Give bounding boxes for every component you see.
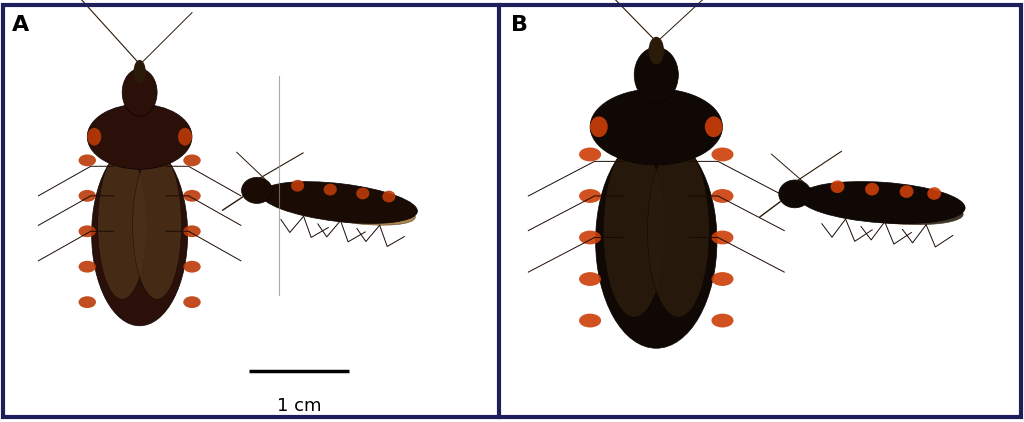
Ellipse shape	[830, 180, 845, 193]
Ellipse shape	[296, 196, 416, 225]
Ellipse shape	[97, 151, 146, 299]
Ellipse shape	[273, 187, 383, 216]
Ellipse shape	[634, 47, 678, 103]
Ellipse shape	[590, 116, 607, 137]
Ellipse shape	[603, 144, 666, 317]
Ellipse shape	[382, 191, 395, 203]
Ellipse shape	[242, 177, 272, 203]
Ellipse shape	[183, 190, 201, 202]
Ellipse shape	[837, 195, 964, 225]
Ellipse shape	[712, 230, 733, 244]
Ellipse shape	[178, 128, 191, 146]
Ellipse shape	[647, 144, 710, 317]
Ellipse shape	[79, 225, 96, 237]
Ellipse shape	[79, 261, 96, 273]
Ellipse shape	[648, 37, 664, 65]
Ellipse shape	[183, 225, 201, 237]
Ellipse shape	[712, 189, 733, 203]
Ellipse shape	[712, 314, 733, 327]
Ellipse shape	[183, 261, 201, 273]
Ellipse shape	[91, 143, 187, 326]
Ellipse shape	[579, 189, 601, 203]
Ellipse shape	[291, 180, 304, 192]
Ellipse shape	[87, 104, 191, 169]
Ellipse shape	[596, 134, 717, 348]
Ellipse shape	[324, 184, 337, 195]
Ellipse shape	[79, 154, 96, 166]
Ellipse shape	[579, 230, 601, 244]
Ellipse shape	[900, 185, 913, 198]
Ellipse shape	[122, 69, 157, 116]
Ellipse shape	[356, 187, 370, 199]
Ellipse shape	[590, 89, 723, 165]
Text: A: A	[12, 15, 30, 35]
Ellipse shape	[865, 183, 879, 195]
Ellipse shape	[579, 314, 601, 327]
Text: 1 cm: 1 cm	[276, 397, 322, 415]
Ellipse shape	[133, 151, 181, 299]
Ellipse shape	[712, 148, 733, 161]
Ellipse shape	[579, 148, 601, 161]
Ellipse shape	[928, 187, 941, 200]
Ellipse shape	[87, 128, 101, 146]
Ellipse shape	[79, 190, 96, 202]
Ellipse shape	[183, 154, 201, 166]
Ellipse shape	[800, 181, 965, 224]
Ellipse shape	[79, 296, 96, 308]
Ellipse shape	[712, 272, 733, 286]
Ellipse shape	[579, 272, 601, 286]
Ellipse shape	[183, 296, 201, 308]
Ellipse shape	[133, 60, 145, 84]
Ellipse shape	[261, 181, 418, 224]
Ellipse shape	[705, 116, 723, 137]
Ellipse shape	[779, 180, 811, 208]
Text: B: B	[511, 15, 528, 35]
Ellipse shape	[813, 187, 928, 216]
